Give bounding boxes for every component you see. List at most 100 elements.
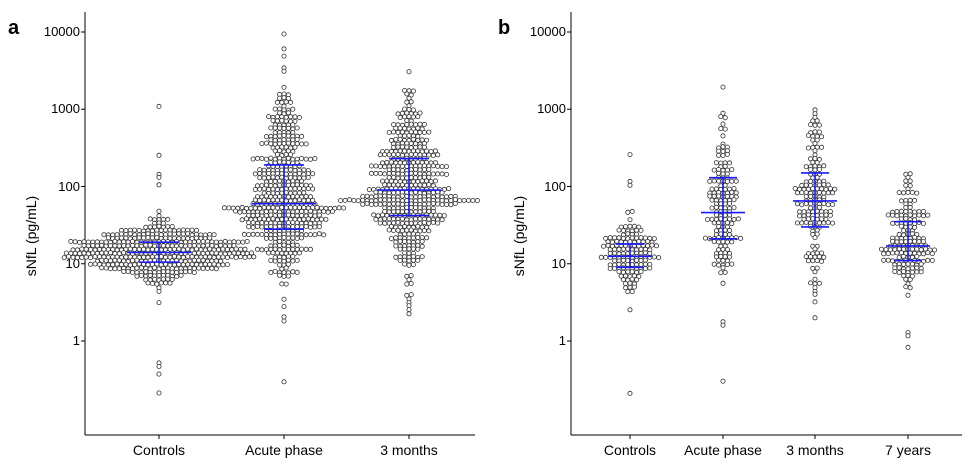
data-point [713,204,719,210]
data-point [794,201,800,207]
data-point [213,239,219,245]
data-point [638,246,644,252]
data-point [254,183,260,189]
data-point [92,261,98,267]
data-point [404,292,410,298]
data-point [816,190,822,196]
data-point [251,254,257,260]
data-point [149,235,155,241]
data-point [914,265,920,271]
data-point [709,197,715,203]
data-point [156,223,162,229]
data-point [404,281,410,287]
data-point [720,258,726,264]
panel-b-ytick-label: 1000 [537,101,566,116]
panel-a-category-label: Acute phase [245,442,323,458]
data-point [277,125,283,131]
data-point [406,306,412,312]
data-point [191,265,197,271]
data-point [901,190,907,196]
data-point [290,235,296,241]
data-point [803,219,809,225]
data-point [277,212,283,218]
data-point [727,254,733,260]
data-point [99,265,105,271]
data-point [896,270,902,276]
data-point [733,178,739,184]
data-point [612,258,618,264]
data-point [792,185,798,191]
data-point [121,269,127,275]
data-point [716,148,722,154]
data-point [808,201,814,207]
data-point [373,170,379,176]
data-point [720,110,726,116]
data-point [259,231,265,237]
data-point [905,344,911,350]
data-point [373,193,379,199]
data-point [603,235,609,241]
data-point [830,201,836,207]
data-point [419,243,425,249]
data-point [305,197,311,203]
data-point [443,202,449,208]
panel-a: a sNfL (pg/mL) 1 10 100 1000 10000 Contr… [8,12,480,458]
panel-b-x-labels: Controls Acute phase 3 months 7 years [604,442,931,458]
data-point [391,152,397,158]
data-point [270,216,276,222]
data-point [156,272,162,278]
data-point [805,145,811,151]
data-point [907,285,913,291]
data-point [805,132,811,138]
data-point [421,197,427,203]
data-point [713,212,719,218]
data-point [176,231,182,237]
data-point [631,284,637,290]
data-point [920,251,926,257]
data-point [272,178,278,184]
data-point [620,246,626,252]
panel-a-ytick-label: 100 [58,179,80,194]
data-point [421,144,427,150]
data-point [415,257,421,263]
data-point [720,121,726,127]
data-point [395,171,401,177]
data-point [386,129,392,135]
data-point [446,186,452,192]
data-point [281,53,287,59]
data-point [402,106,408,112]
data-point [259,209,265,215]
data-point [395,201,401,207]
data-point [716,152,722,158]
panel-b-ytick-label: 10 [552,256,566,271]
data-point [303,156,309,162]
data-point [616,246,622,252]
data-point [92,254,98,260]
data-point [406,277,412,283]
data-point [410,235,416,241]
data-point [404,99,410,105]
data-point [171,231,177,237]
data-point [167,280,173,286]
data-point [285,261,291,267]
data-point [279,250,285,256]
panel-b: b sNfL (pg/mL) 1 10 100 1000 10000 Contr… [498,12,962,458]
data-point [722,115,728,121]
data-point [274,118,280,124]
data-point [379,212,385,218]
data-point [243,205,249,211]
data-point [388,137,394,143]
data-point [281,242,287,248]
data-point [465,197,471,203]
data-point [909,273,915,279]
data-point [716,247,722,253]
data-point [830,190,836,196]
data-point [625,289,631,295]
data-point [702,235,708,241]
data-point [890,238,896,244]
data-point [410,136,416,142]
data-point [896,231,902,237]
data-point [803,193,809,199]
data-point [821,220,827,226]
data-point [623,224,629,230]
